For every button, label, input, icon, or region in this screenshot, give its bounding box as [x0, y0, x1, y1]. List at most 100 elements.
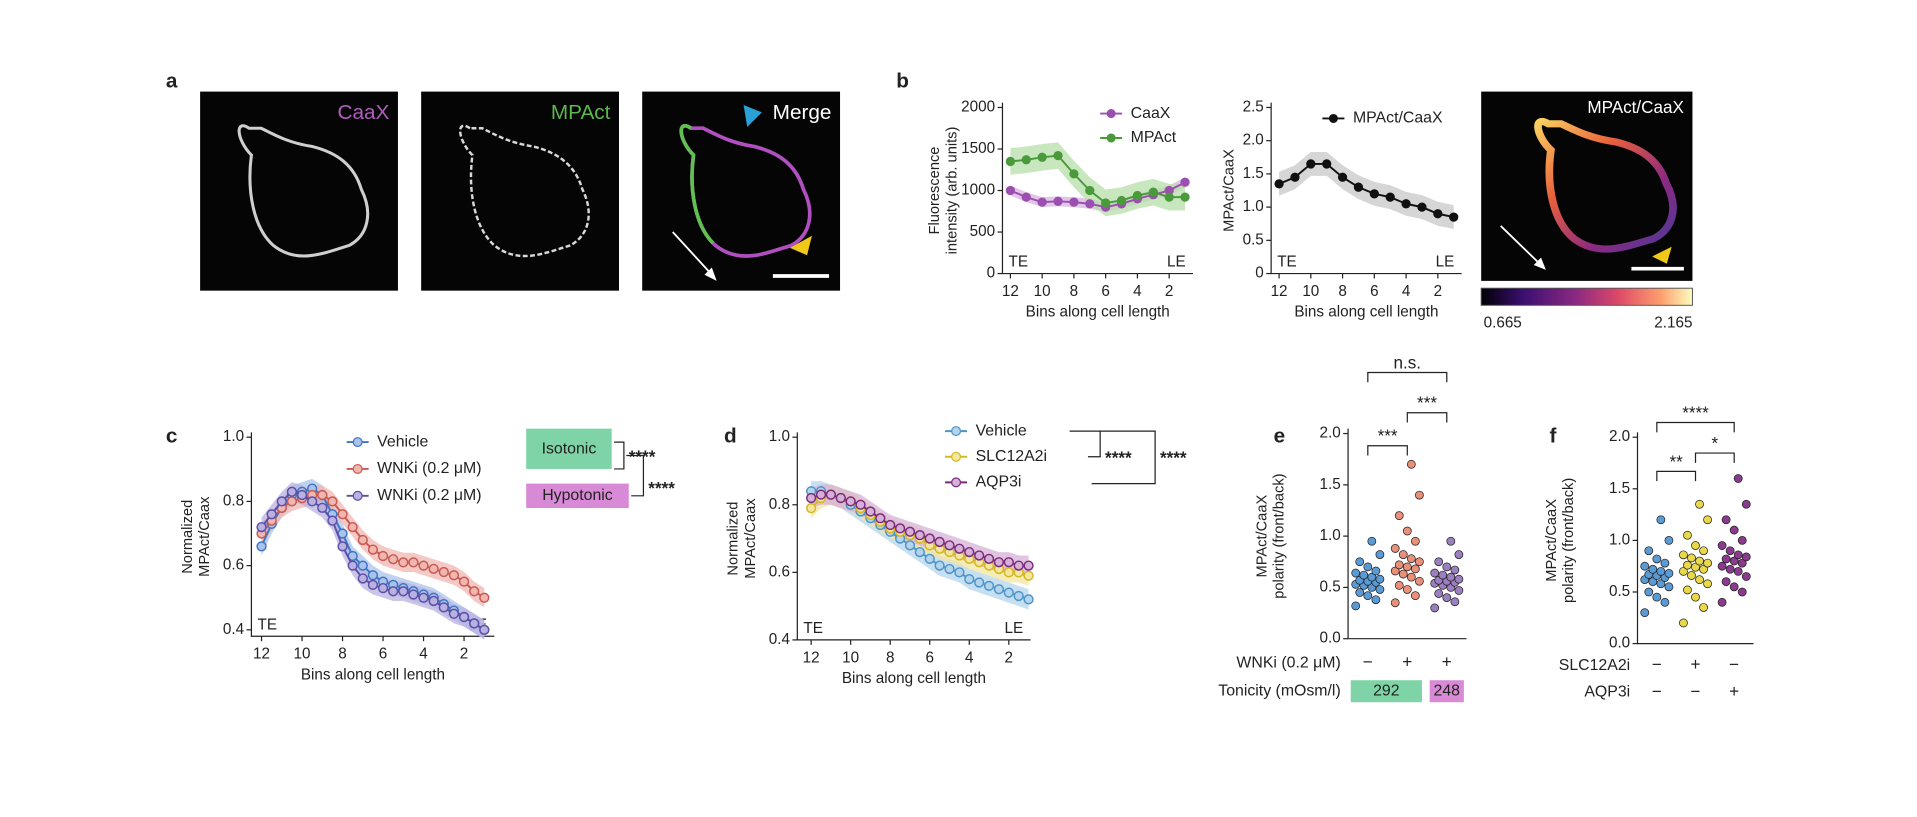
condition-value: − — [1691, 682, 1701, 701]
legend-label: AQP3i — [976, 474, 1022, 491]
bracket — [1656, 470, 1697, 482]
dot — [1717, 597, 1727, 607]
dot — [1454, 574, 1464, 584]
point — [924, 533, 935, 544]
dot — [1414, 490, 1424, 500]
y-tick-label: 0.6 — [769, 563, 790, 580]
x-tick-label: 12 — [1002, 283, 1019, 300]
y-tick-label: 1.0 — [769, 428, 790, 445]
y-tick-label: 1.0 — [1320, 527, 1341, 544]
condition-value: + — [1691, 655, 1701, 674]
annotation: TE — [803, 620, 823, 637]
y-tick-label: 2.0 — [1320, 425, 1341, 442]
y-tick-label: 500 — [970, 223, 995, 240]
dot — [1703, 558, 1712, 568]
tonicity-box — [1429, 680, 1464, 703]
point — [367, 570, 379, 581]
dot — [1691, 592, 1700, 602]
legend-marker — [951, 477, 962, 488]
colorbar-label: 0.665 — [1484, 315, 1522, 332]
point — [1013, 590, 1024, 602]
point — [894, 523, 906, 534]
dot — [1355, 588, 1365, 597]
point — [388, 586, 399, 597]
point — [357, 573, 368, 584]
dot — [1375, 585, 1385, 594]
dot — [1434, 557, 1444, 567]
dot — [1691, 541, 1700, 550]
dot — [1679, 618, 1688, 628]
dot — [1410, 591, 1420, 601]
dot — [1375, 574, 1385, 584]
y-tick-label: 1.0 — [1609, 531, 1630, 548]
dot — [1406, 459, 1416, 469]
dot — [1683, 585, 1692, 595]
y-tick-label: 2.0 — [1243, 132, 1264, 149]
dot — [1660, 597, 1670, 607]
condition-value: + — [1402, 653, 1412, 672]
x-tick-label: 2 — [1434, 283, 1442, 300]
dot — [1430, 603, 1440, 613]
dot — [1644, 587, 1654, 597]
y-axis-label: Normalized — [180, 500, 196, 574]
dot — [1703, 579, 1712, 589]
x-tick-label: 10 — [1302, 283, 1319, 300]
significance: **** — [629, 447, 656, 466]
dot — [1430, 568, 1440, 578]
y-tick-label: 0.5 — [1320, 578, 1341, 595]
point — [469, 618, 480, 629]
bracket — [1367, 445, 1408, 456]
annotation: TE — [1277, 254, 1297, 271]
legend-label: CaaX — [1131, 105, 1171, 122]
legend-marker — [352, 490, 363, 501]
micrograph — [421, 91, 619, 291]
point — [256, 521, 267, 533]
point — [1290, 172, 1300, 182]
point — [1449, 212, 1459, 222]
x-tick-label: 10 — [1034, 283, 1051, 300]
point — [1037, 152, 1047, 162]
point — [1085, 199, 1095, 209]
point — [256, 541, 267, 552]
bracket — [614, 441, 625, 470]
condition-value: + — [1729, 682, 1739, 701]
x-tick-label: 12 — [1271, 283, 1288, 300]
y-tick-label: 1.5 — [1609, 480, 1630, 497]
significance: ** — [1670, 452, 1684, 471]
dot — [1402, 526, 1412, 536]
y-axis-label: intensity (arb. units) — [944, 127, 960, 255]
point — [954, 543, 965, 554]
point — [347, 560, 358, 571]
legend-marker — [1106, 109, 1116, 119]
point — [1053, 150, 1063, 161]
x-tick-label: 10 — [842, 649, 859, 666]
point — [448, 608, 460, 619]
point — [469, 586, 480, 597]
x-tick-label: 2 — [460, 646, 468, 663]
point — [418, 592, 429, 603]
point — [1003, 587, 1014, 598]
condition-label: Tonicity (mOsm/l) — [1218, 682, 1340, 699]
point — [438, 566, 449, 578]
dot — [1725, 564, 1735, 574]
annotation: TE — [1009, 254, 1029, 271]
y-axis-label: polarity (front/back) — [1561, 478, 1577, 603]
condition-value: + — [1442, 653, 1452, 672]
dot — [1721, 515, 1731, 525]
dot — [1390, 566, 1400, 576]
y-tick-label: 0.5 — [1609, 583, 1630, 600]
point — [964, 546, 975, 558]
point — [1274, 179, 1284, 189]
legend-marker — [951, 451, 962, 462]
point — [317, 502, 328, 513]
x-tick-label: 2 — [1165, 283, 1173, 300]
dot — [1679, 550, 1688, 560]
point — [815, 489, 827, 500]
point — [438, 602, 449, 613]
significance: n.s. — [1394, 353, 1422, 372]
dot — [1450, 565, 1460, 575]
condition-value: − — [1729, 655, 1739, 674]
dot — [1721, 577, 1731, 587]
point — [347, 521, 358, 533]
